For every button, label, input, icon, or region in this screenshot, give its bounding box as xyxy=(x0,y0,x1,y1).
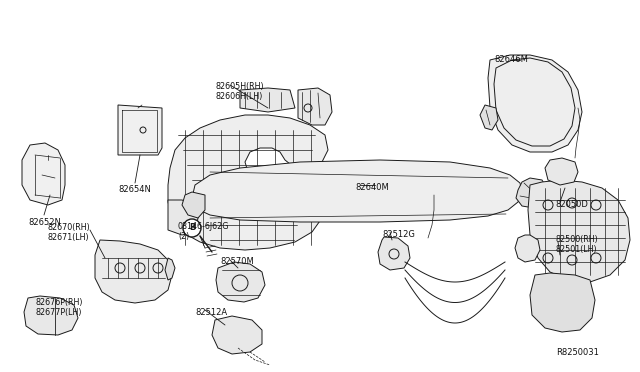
Polygon shape xyxy=(165,258,175,280)
Polygon shape xyxy=(95,240,172,303)
Text: 08146-6J62G
(2): 08146-6J62G (2) xyxy=(178,222,230,241)
Text: 82050D: 82050D xyxy=(555,200,588,209)
Polygon shape xyxy=(182,192,205,218)
Polygon shape xyxy=(378,237,410,270)
Text: 82500(RH)
82501(LH): 82500(RH) 82501(LH) xyxy=(556,235,599,254)
Polygon shape xyxy=(488,55,582,152)
Text: 82654N: 82654N xyxy=(118,185,151,194)
Text: 82652N: 82652N xyxy=(28,218,61,227)
Polygon shape xyxy=(480,105,498,130)
Polygon shape xyxy=(192,160,522,222)
Text: 82570M: 82570M xyxy=(220,257,253,266)
Polygon shape xyxy=(216,262,265,302)
Polygon shape xyxy=(118,105,162,155)
Text: 82512G: 82512G xyxy=(382,230,415,239)
Polygon shape xyxy=(22,143,65,205)
Polygon shape xyxy=(168,115,328,250)
Circle shape xyxy=(183,219,201,237)
Text: 82640M: 82640M xyxy=(355,183,388,192)
Text: 82676P(RH)
82677P(LH): 82676P(RH) 82677P(LH) xyxy=(36,298,83,317)
Text: R8250031: R8250031 xyxy=(556,348,599,357)
Polygon shape xyxy=(212,316,262,354)
Text: 82605H(RH)
82606H(LH): 82605H(RH) 82606H(LH) xyxy=(215,82,264,102)
Polygon shape xyxy=(168,200,198,235)
Text: 82670(RH)
82671(LH): 82670(RH) 82671(LH) xyxy=(48,223,91,243)
Polygon shape xyxy=(530,273,595,332)
Text: B: B xyxy=(189,224,195,232)
Polygon shape xyxy=(516,178,548,208)
Polygon shape xyxy=(24,296,78,335)
Polygon shape xyxy=(528,180,630,282)
Polygon shape xyxy=(298,88,332,125)
Polygon shape xyxy=(240,88,295,112)
Polygon shape xyxy=(545,158,578,185)
Text: 82646M: 82646M xyxy=(494,55,528,64)
Polygon shape xyxy=(515,235,540,262)
Text: 82512A: 82512A xyxy=(195,308,227,317)
